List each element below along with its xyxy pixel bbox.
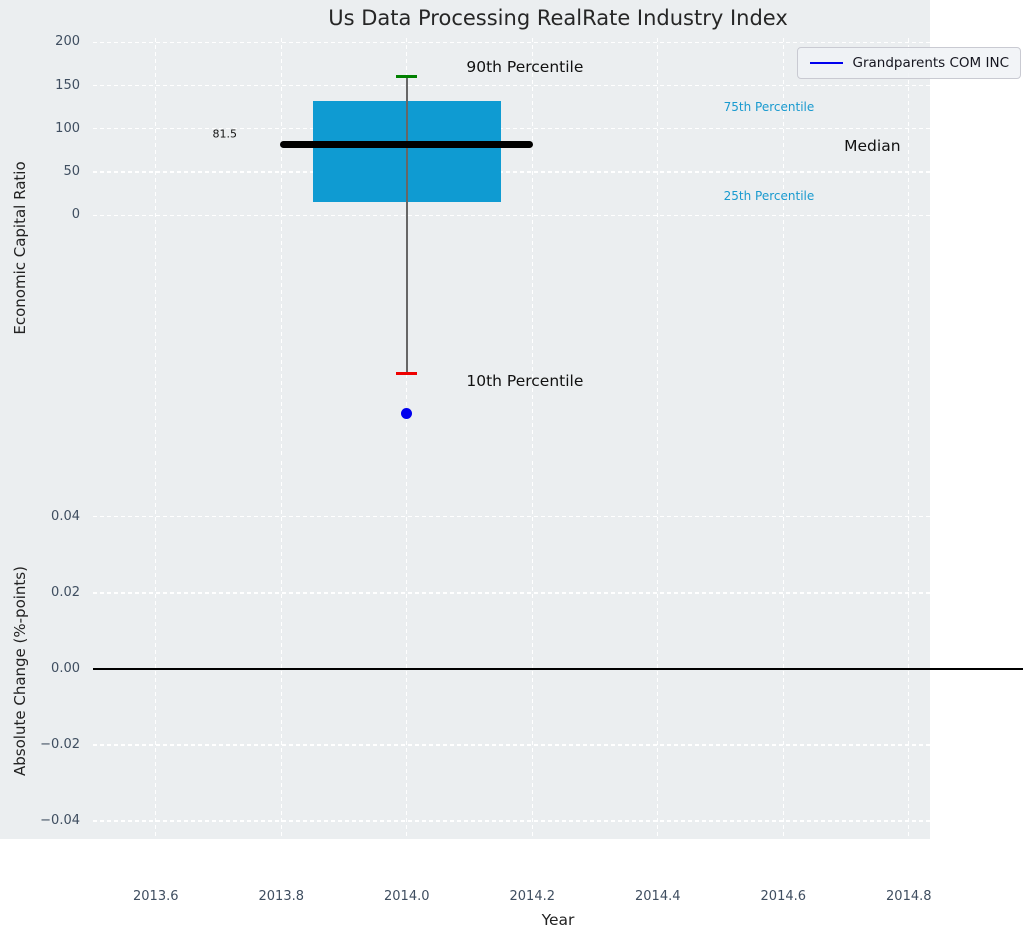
- x-gridline: [782, 38, 784, 458]
- legend-label: Grandparents COM INC: [852, 55, 1009, 71]
- y-axis-label: Economic Capital Ratio: [11, 161, 29, 335]
- x-gridline: [531, 38, 533, 458]
- x-tick-label: 2014.8: [886, 889, 932, 904]
- x-gridline: [280, 38, 282, 458]
- y-tick-label: −0.02: [40, 737, 80, 753]
- x-tick-label: 2014.0: [384, 889, 430, 904]
- company-point: [401, 407, 413, 419]
- y-tick-label: 0: [71, 207, 80, 223]
- y-gridline: [93, 41, 1023, 43]
- annotation-10th-percentile: 10th Percentile: [466, 372, 584, 391]
- cap-90th-percentile: [396, 75, 418, 79]
- x-gridline: [280, 461, 282, 880]
- axes-background: [0, 0, 930, 420]
- x-tick-label: 2013.8: [258, 889, 305, 904]
- x-gridline: [657, 38, 659, 458]
- y-tick-label: 0.00: [51, 660, 80, 676]
- annotation-81-5: 81.5: [212, 127, 238, 141]
- y-gridline: [93, 592, 1023, 594]
- x-gridline: [531, 461, 533, 880]
- x-gridline: [155, 461, 157, 880]
- y-tick-label: 150: [55, 77, 80, 93]
- y-gridline: [93, 128, 1023, 130]
- x-gridline: [782, 461, 784, 880]
- y-gridline: [93, 214, 1023, 216]
- y-gridline: [93, 744, 1023, 746]
- median-line: [280, 141, 534, 149]
- y-tick-label: 200: [55, 34, 80, 50]
- legend-line-swatch: [809, 61, 843, 65]
- x-gridline: [155, 38, 157, 458]
- y-tick-label: 100: [55, 120, 80, 136]
- annotation-90th-percentile: 90th Percentile: [466, 58, 584, 77]
- axes-background: [0, 420, 930, 839]
- y-gridline: [93, 171, 1023, 173]
- annotation-median: Median: [844, 137, 901, 156]
- x-tick-label: 2014.6: [760, 889, 807, 904]
- x-tick-label: 2014.2: [509, 889, 556, 904]
- y-tick-label: 50: [63, 163, 80, 179]
- x-gridline: [908, 38, 910, 458]
- y-gridline: [93, 516, 1023, 518]
- zero-line: [93, 668, 1023, 670]
- x-gridline: [657, 461, 659, 880]
- x-gridline: [406, 461, 408, 880]
- x-axis-label: Year: [541, 911, 575, 929]
- cap-10th-percentile: [396, 371, 418, 375]
- y-tick-label: 0.04: [51, 508, 80, 524]
- y-gridline: [93, 84, 1023, 87]
- annotation-75th-percentile: 75th Percentile: [723, 100, 815, 115]
- y-tick-label: −0.04: [40, 813, 80, 829]
- y-tick-label: 0.02: [51, 584, 80, 600]
- y-gridline: [93, 820, 1023, 822]
- y-axis-label: Absolute Change (%-points): [11, 565, 29, 776]
- x-tick-label: 2014.4: [635, 889, 681, 904]
- x-tick-label: 2013.6: [133, 889, 179, 904]
- annotation-25th-percentile: 25th Percentile: [723, 189, 815, 204]
- whisker-line: [406, 76, 408, 374]
- legend: Grandparents COM INC: [796, 47, 1021, 79]
- plot-title: Us Data Processing RealRate Industry Ind…: [328, 6, 788, 30]
- x-gridline: [908, 461, 910, 880]
